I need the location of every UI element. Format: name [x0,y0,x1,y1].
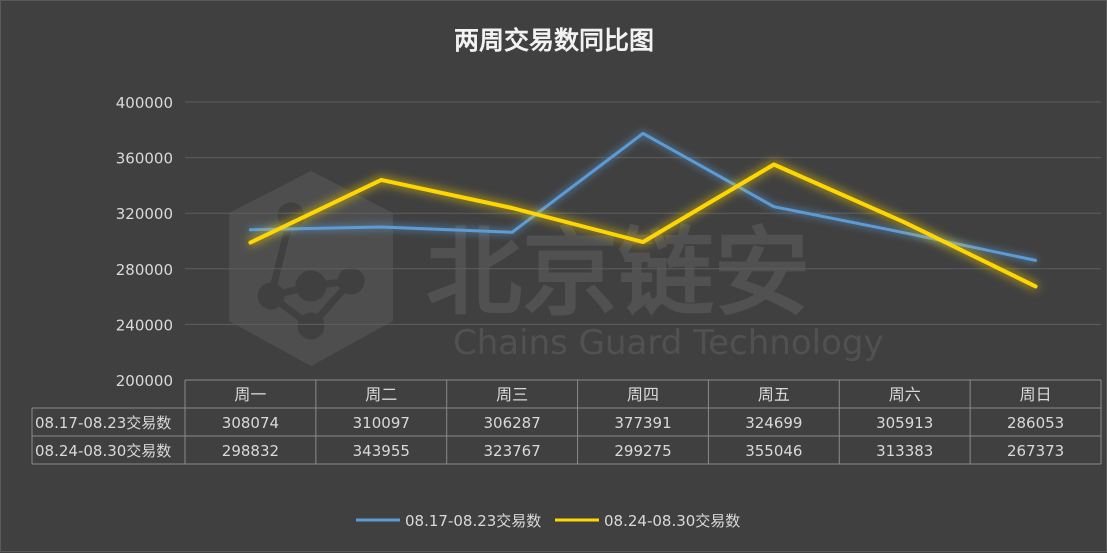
x-category-label: 周四 [627,385,659,404]
data-label: 377391 [614,414,671,432]
x-category-label: 周日 [1020,385,1052,404]
table-series-name: 08.24-08.30交易数 [35,442,171,460]
y-tick-label: 320000 [116,205,173,223]
data-label: 324699 [745,414,802,432]
x-category-label: 周一 [234,385,266,404]
x-category-label: 周六 [889,385,921,404]
data-label: 299275 [614,442,671,460]
y-tick-label: 200000 [116,372,173,390]
data-table: 周一 周二 周三 周四 周五 周六 周日 08.17-08.23交易数 308074 310097… [32,380,1101,464]
data-label: 267373 [1007,442,1064,460]
y-tick-label: 280000 [116,261,173,279]
data-label: 306287 [484,414,541,432]
data-label: 298832 [222,442,279,460]
data-label: 286053 [1007,414,1064,432]
data-label: 323767 [484,442,541,460]
y-tick-label: 400000 [116,94,173,112]
x-category-label: 周三 [496,385,528,404]
y-tick-label: 240000 [116,316,173,334]
legend: 08.17-08.23交易数 08.24-08.30交易数 [356,512,740,530]
x-category-label: 周二 [365,385,397,404]
legend-label: 08.17-08.23交易数 [405,512,541,530]
legend-label: 08.24-08.30交易数 [604,512,740,530]
watermark-english-text: Chains Guard Technology [453,323,884,363]
data-label: 343955 [353,442,410,460]
data-label: 305913 [876,414,933,432]
data-label: 313383 [876,442,933,460]
data-label: 308074 [222,414,279,432]
data-label: 310097 [353,414,410,432]
data-label: 355046 [745,442,802,460]
y-tick-label: 360000 [116,150,173,168]
chart-title: 两周交易数同比图 [454,26,654,55]
table-series-name: 08.17-08.23交易数 [35,414,171,432]
y-axis-ticks: 400000 360000 320000 280000 240000 200000 [116,94,173,390]
x-category-label: 周五 [758,385,790,404]
